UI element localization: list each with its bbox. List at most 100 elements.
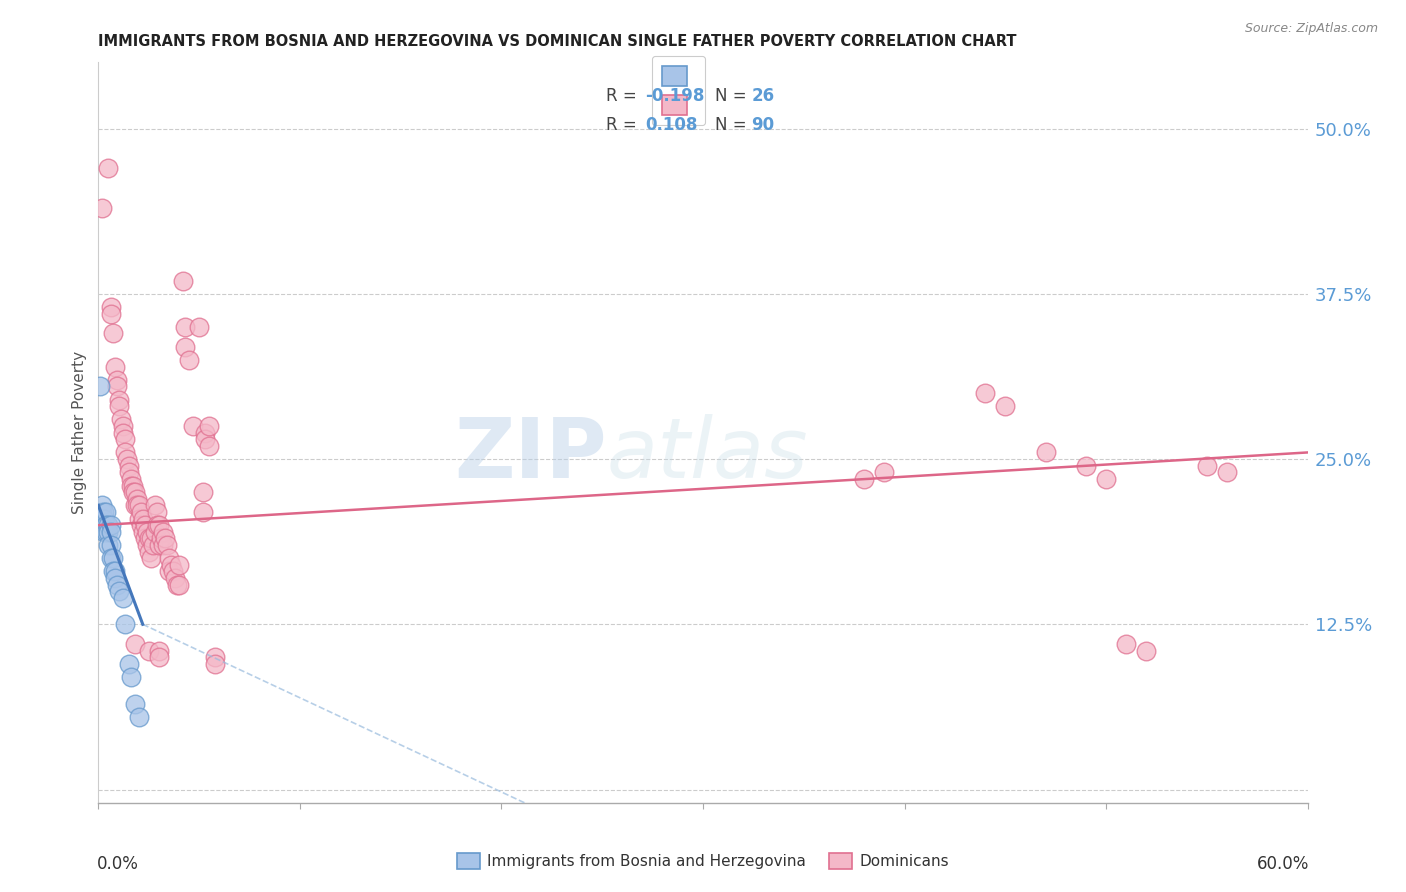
Point (96, 518, 118, 533)
Point (124, 499, 146, 513)
Point (129, 518, 152, 533)
Point (105, 379, 128, 393)
Point (103, 359, 125, 374)
Point (174, 319, 197, 334)
Point (139, 532, 162, 546)
Point (138, 532, 160, 546)
Point (125, 499, 148, 513)
Point (91, 201, 114, 215)
Point (118, 458, 141, 473)
Point (853, 472, 876, 486)
Point (120, 472, 142, 486)
Point (132, 524, 155, 539)
Point (148, 518, 170, 533)
Point (100, 300, 122, 314)
Point (114, 445, 136, 459)
Point (198, 439, 221, 453)
Point (146, 505, 169, 519)
Point (194, 432, 217, 446)
Point (128, 499, 150, 513)
Point (135, 524, 157, 539)
Point (101, 326, 124, 341)
Point (124, 485, 146, 500)
Point (124, 697, 146, 711)
Point (105, 373, 128, 387)
Point (91, 499, 114, 513)
Point (157, 551, 180, 566)
Point (114, 617, 136, 632)
Point (115, 452, 138, 467)
Point (163, 571, 186, 585)
Point (125, 491, 148, 506)
Point (194, 425, 217, 440)
Point (204, 657, 226, 671)
Point (1095, 472, 1118, 486)
Point (152, 538, 174, 552)
Point (118, 657, 141, 671)
Point (107, 584, 129, 599)
Point (101, 551, 124, 566)
Point (152, 524, 174, 539)
Point (110, 412, 132, 426)
Point (179, 352, 201, 367)
Legend: , : , (652, 56, 706, 125)
Point (128, 710, 150, 724)
Text: Source: ZipAtlas.com: Source: ZipAtlas.com (1244, 22, 1378, 36)
Point (156, 538, 179, 552)
Text: N =: N = (716, 116, 752, 135)
Point (97, 524, 120, 539)
Text: atlas: atlas (606, 414, 808, 495)
Point (181, 419, 204, 434)
Point (1195, 458, 1218, 473)
Legend: Immigrants from Bosnia and Herzegovina, Dominicans: Immigrants from Bosnia and Herzegovina, … (451, 847, 955, 875)
Text: IMMIGRANTS FROM BOSNIA AND HERZEGOVINA VS DOMINICAN SINGLE FATHER POVERTY CORREL: IMMIGRANTS FROM BOSNIA AND HERZEGOVINA V… (98, 34, 1017, 49)
Point (994, 399, 1017, 413)
Point (193, 505, 215, 519)
Text: ZIP: ZIP (454, 414, 606, 495)
Point (89, 379, 111, 393)
Point (135, 538, 157, 552)
Point (93, 511, 115, 525)
Point (96, 505, 118, 519)
Point (96, 524, 118, 539)
Point (100, 538, 122, 552)
Point (1035, 445, 1057, 459)
Point (148, 650, 170, 665)
Point (103, 571, 125, 585)
Point (153, 532, 176, 546)
Point (143, 524, 166, 539)
Point (111, 591, 134, 605)
Point (146, 518, 169, 533)
Point (148, 538, 170, 552)
Point (134, 532, 156, 546)
Point (174, 340, 197, 354)
Point (120, 670, 142, 684)
Point (97, 538, 120, 552)
Point (93, 524, 115, 539)
Point (91, 505, 114, 519)
Text: R =: R = (606, 116, 648, 135)
Point (1135, 644, 1157, 658)
Point (166, 577, 188, 591)
Point (105, 577, 128, 591)
Point (120, 478, 142, 492)
Point (193, 485, 215, 500)
Point (121, 485, 143, 500)
Point (100, 307, 122, 321)
Text: 60.0%: 60.0% (1257, 855, 1309, 872)
Text: R =: R = (606, 87, 643, 104)
Point (121, 478, 143, 492)
Y-axis label: Single Father Poverty: Single Father Poverty (72, 351, 87, 514)
Point (118, 465, 141, 479)
Point (157, 565, 180, 579)
Point (1074, 458, 1097, 473)
Point (1216, 465, 1239, 479)
Point (111, 419, 134, 434)
Point (128, 511, 150, 525)
Point (162, 565, 184, 579)
Text: -0.198: -0.198 (645, 87, 704, 104)
Point (101, 565, 124, 579)
Point (198, 419, 221, 434)
Point (148, 644, 170, 658)
Point (100, 518, 122, 533)
